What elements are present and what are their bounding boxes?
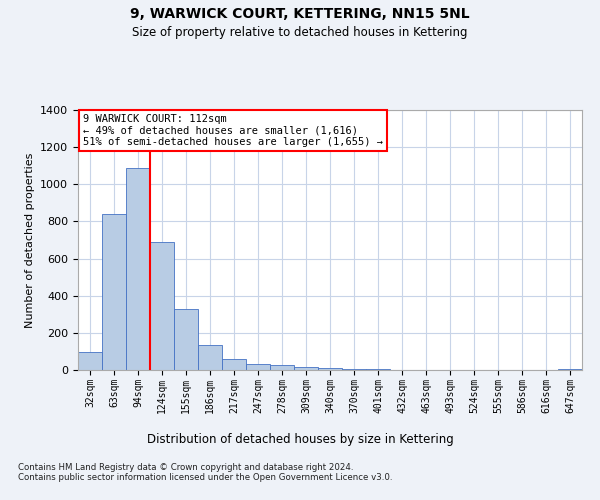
Y-axis label: Number of detached properties: Number of detached properties bbox=[25, 152, 35, 328]
Text: 9 WARWICK COURT: 112sqm
← 49% of detached houses are smaller (1,616)
51% of semi: 9 WARWICK COURT: 112sqm ← 49% of detache… bbox=[83, 114, 383, 147]
Text: 9, WARWICK COURT, KETTERING, NN15 5NL: 9, WARWICK COURT, KETTERING, NN15 5NL bbox=[130, 8, 470, 22]
Bar bbox=[150, 242, 174, 370]
Bar bbox=[558, 369, 582, 370]
Bar bbox=[198, 345, 222, 370]
Text: Contains HM Land Registry data © Crown copyright and database right 2024.
Contai: Contains HM Land Registry data © Crown c… bbox=[18, 462, 392, 482]
Bar bbox=[102, 214, 126, 370]
Bar bbox=[78, 352, 102, 370]
Bar bbox=[222, 359, 246, 370]
Bar bbox=[174, 308, 198, 370]
Bar bbox=[342, 369, 366, 370]
Bar bbox=[246, 364, 270, 370]
Bar bbox=[126, 168, 150, 370]
Bar bbox=[318, 368, 342, 370]
Text: Distribution of detached houses by size in Kettering: Distribution of detached houses by size … bbox=[146, 432, 454, 446]
Text: Size of property relative to detached houses in Kettering: Size of property relative to detached ho… bbox=[132, 26, 468, 39]
Bar bbox=[294, 367, 318, 370]
Bar bbox=[270, 366, 294, 370]
